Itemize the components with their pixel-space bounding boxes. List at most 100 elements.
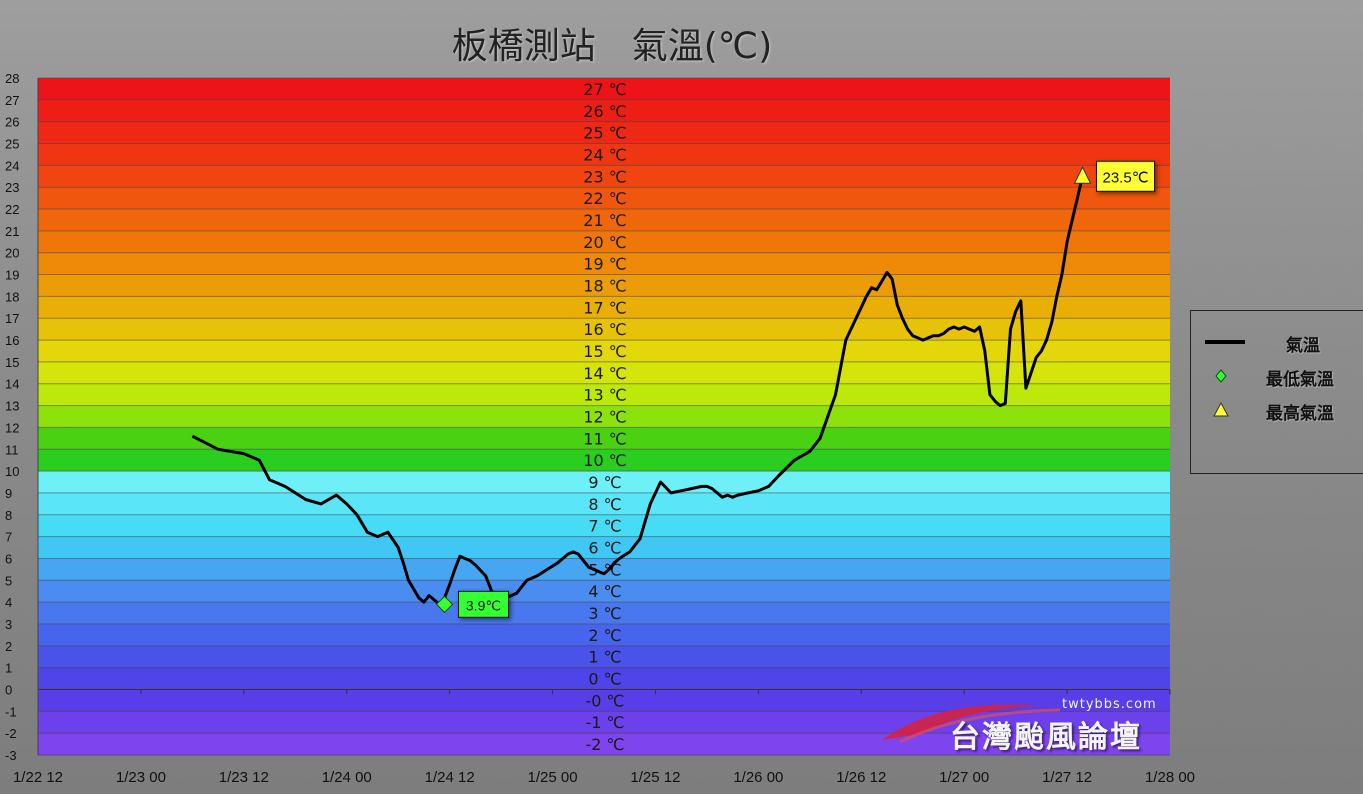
band-rect	[38, 602, 1170, 625]
y-tick-label: 25	[5, 137, 19, 152]
y-tick-label: 14	[5, 377, 19, 392]
y-tick-label: 0	[5, 682, 12, 697]
band-rect	[38, 209, 1170, 232]
y-tick-label: 2	[5, 639, 12, 654]
band-label: 9 ℃	[588, 473, 621, 492]
band-label: 21 ℃	[583, 211, 626, 230]
y-tick-label: 5	[5, 573, 12, 588]
band-rect	[38, 318, 1170, 341]
band-rect	[38, 427, 1170, 450]
band-rect	[38, 165, 1170, 188]
band-label: 1 ℃	[588, 648, 621, 667]
y-tick-label: 15	[5, 355, 19, 370]
y-tick-label: 13	[5, 399, 19, 414]
y-tick-label: 17	[5, 311, 19, 326]
chart-title: 板橋測站 氣溫(℃)	[452, 26, 773, 67]
legend-label: 最高氣溫	[1266, 404, 1334, 424]
band-rect	[38, 558, 1170, 581]
band-label: 11 ℃	[583, 429, 626, 448]
band-label: -2 ℃	[585, 735, 624, 754]
x-tick-label: 1/25 00	[528, 769, 578, 786]
y-tick-label: 11	[5, 442, 19, 457]
min-label: 3.9℃	[466, 597, 501, 613]
max-marker	[1073, 166, 1092, 184]
band-label: 19 ℃	[583, 255, 626, 274]
band-label: 25 ℃	[583, 124, 626, 143]
y-tick-label: 19	[5, 268, 19, 283]
x-tick-label: 1/23 12	[219, 769, 269, 786]
y-tick-label: 4	[5, 595, 12, 610]
band-label: 4 ℃	[588, 582, 621, 601]
watermark-url: twtybbs.com	[1062, 697, 1157, 712]
band-label: 6 ℃	[588, 539, 621, 558]
x-tick-label: 1/22 12	[13, 769, 63, 786]
max-label: 23.5℃	[1103, 169, 1149, 186]
diamond-icon	[1215, 369, 1227, 383]
y-tick-label: 8	[5, 508, 12, 523]
band-labels: 27 ℃ 26 ℃ 25 ℃ 24 ℃ 23 ℃ 22 ℃ 21 ℃ 20 ℃ 19 ℃ 18 ℃…	[583, 80, 626, 754]
band-rect	[38, 667, 1170, 690]
x-axis-ticks: 1/22 12 1/23 00 1/23 12 1/24 00 1/24 12 1/25 …	[13, 769, 1195, 786]
watermark-swoosh-icon	[882, 704, 1061, 744]
legend: 氣溫 最低氣溫 最高氣溫	[1190, 310, 1363, 474]
band-label: 16 ℃	[583, 320, 626, 339]
band-label: -0 ℃	[585, 691, 624, 710]
band-rect	[38, 492, 1170, 516]
band-label: 3 ℃	[588, 604, 621, 623]
x-tick-label: 1/25 12	[630, 769, 680, 786]
band-rect	[38, 143, 1170, 166]
band-label: 12 ℃	[583, 408, 626, 427]
band-rect	[38, 99, 1170, 123]
triangle-icon	[1213, 401, 1229, 417]
band-label: 2 ℃	[588, 626, 621, 645]
band-rect	[38, 580, 1170, 603]
band-label: 15 ℃	[583, 342, 626, 361]
x-tick-label: 1/24 00	[322, 769, 372, 786]
band-rect	[38, 340, 1170, 363]
legend-label: 氣溫	[1286, 336, 1320, 356]
band-label: 7 ℃	[588, 517, 621, 536]
band-label: 26 ℃	[583, 102, 626, 121]
band-label: 18 ℃	[583, 276, 626, 295]
min-label-box	[457, 590, 509, 618]
color-bands	[38, 78, 1170, 756]
y-tick-label: 16	[5, 333, 19, 348]
y-tick-label: -1	[5, 704, 17, 719]
band-rect	[38, 405, 1170, 428]
band-rect	[38, 471, 1170, 494]
band-label: 10 ℃	[583, 451, 626, 470]
band-rect	[38, 187, 1170, 210]
band-label: 13 ℃	[583, 386, 626, 405]
y-tick-label: 10	[5, 464, 19, 479]
x-tick-label: 1/27 00	[939, 769, 989, 786]
y-tick-label: 1	[5, 661, 12, 676]
y-tick-label: 18	[5, 289, 19, 304]
band-label: 20 ℃	[583, 233, 626, 252]
max-label-box	[1096, 160, 1156, 192]
band-rect	[38, 449, 1170, 472]
y-tick-label: 22	[5, 202, 19, 217]
y-tick-label: 3	[5, 617, 12, 632]
band-rect	[38, 274, 1170, 297]
y-tick-label: 9	[5, 486, 12, 501]
band-rect	[38, 645, 1170, 669]
band-rect	[38, 514, 1170, 538]
band-rect	[38, 711, 1170, 734]
y-tick-label: -3	[5, 748, 17, 763]
x-tick-label: 1/24 12	[425, 769, 475, 786]
band-label: 17 ℃	[583, 298, 626, 317]
legend-item-temperature: 氣溫	[1191, 327, 1363, 357]
band-rect	[38, 78, 1170, 101]
line-icon	[1205, 340, 1245, 344]
y-tick-label: 6	[5, 551, 12, 566]
band-rect	[38, 230, 1170, 254]
y-tick-label: 23	[5, 180, 19, 195]
band-label: 27 ℃	[583, 80, 626, 99]
legend-label: 最低氣溫	[1266, 370, 1334, 390]
band-label: 14 ℃	[583, 364, 626, 383]
band-label: -1 ℃	[585, 713, 624, 732]
legend-item-max: 最高氣溫	[1191, 395, 1363, 425]
series-group	[191, 175, 1084, 606]
y-tick-label: 26	[5, 115, 19, 130]
